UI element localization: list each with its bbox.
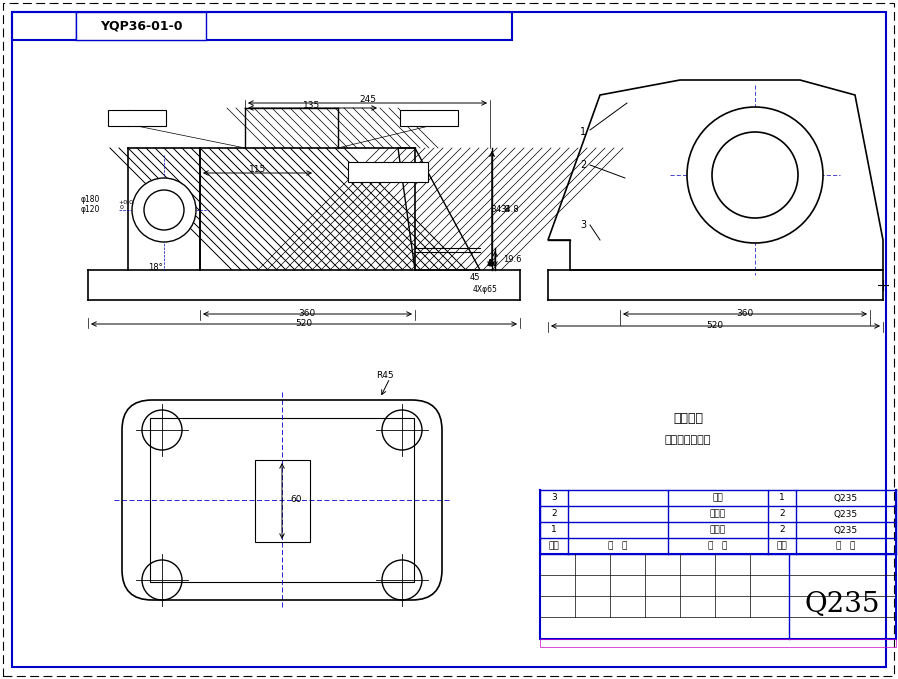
Text: A: A — [487, 259, 494, 268]
Bar — [108, 110, 166, 126]
Text: 18°: 18° — [147, 263, 163, 272]
Text: 19.6: 19.6 — [503, 255, 522, 263]
Bar — [12, 12, 512, 40]
Text: 115: 115 — [250, 166, 267, 175]
Text: 技术要求: 技术要求 — [673, 411, 703, 424]
Text: 名   称: 名 称 — [709, 541, 727, 551]
Bar — [400, 110, 458, 126]
Text: 0.08 A: 0.08 A — [427, 113, 452, 122]
Text: 520: 520 — [295, 320, 313, 329]
Text: 数量: 数量 — [777, 541, 788, 551]
Text: 1: 1 — [779, 494, 785, 502]
Text: 1: 1 — [551, 526, 557, 534]
Text: 135: 135 — [304, 100, 321, 109]
Text: 0.08 A: 0.08 A — [135, 113, 159, 122]
Text: 代   号: 代 号 — [608, 541, 628, 551]
Circle shape — [132, 178, 196, 242]
Text: /: / — [366, 167, 370, 177]
Text: 520: 520 — [707, 321, 724, 331]
Text: φ120: φ120 — [81, 206, 100, 215]
Text: 45: 45 — [470, 274, 480, 282]
Text: 245: 245 — [359, 96, 376, 105]
Text: Q235: Q235 — [834, 526, 858, 534]
Bar — [540, 639, 896, 647]
Text: ▯: ▯ — [115, 113, 120, 123]
Text: Q235: Q235 — [834, 509, 858, 519]
Text: 倒角，去毛刺。: 倒角，去毛刺。 — [665, 435, 711, 445]
Text: 360: 360 — [298, 310, 315, 318]
Text: 3: 3 — [551, 494, 557, 502]
Text: 2: 2 — [580, 160, 586, 170]
Bar — [150, 418, 414, 582]
Text: 支承板: 支承板 — [710, 526, 726, 534]
Circle shape — [687, 107, 823, 243]
Text: 序号: 序号 — [549, 541, 559, 551]
Bar — [540, 554, 896, 639]
Text: 0.2 A: 0.2 A — [380, 168, 401, 177]
Text: /: / — [359, 167, 363, 177]
Text: 2: 2 — [779, 526, 785, 534]
Text: 底板: 底板 — [713, 494, 724, 502]
Bar — [348, 162, 428, 182]
Text: 360: 360 — [736, 310, 753, 318]
Text: 2: 2 — [779, 509, 785, 519]
Text: 1: 1 — [580, 127, 586, 137]
Text: Q235: Q235 — [834, 494, 858, 502]
Text: 34.8: 34.8 — [490, 206, 510, 215]
Text: 轴承板: 轴承板 — [710, 509, 726, 519]
Text: Q235: Q235 — [805, 591, 880, 619]
Text: 3: 3 — [580, 220, 586, 230]
Text: 材   料: 材 料 — [836, 541, 856, 551]
Text: φ180: φ180 — [81, 196, 100, 204]
Text: 60: 60 — [290, 496, 302, 504]
Text: ▯: ▯ — [408, 113, 413, 123]
Text: 2: 2 — [551, 509, 557, 519]
Text: +0.04
 0: +0.04 0 — [118, 200, 137, 210]
Text: 4Xφ65: 4Xφ65 — [472, 285, 497, 295]
Bar — [255, 460, 310, 542]
Text: YQP36-01-0: YQP36-01-0 — [100, 20, 182, 33]
Bar — [76, 12, 206, 40]
Text: R45: R45 — [376, 371, 394, 380]
Text: 34.8: 34.8 — [500, 204, 519, 213]
